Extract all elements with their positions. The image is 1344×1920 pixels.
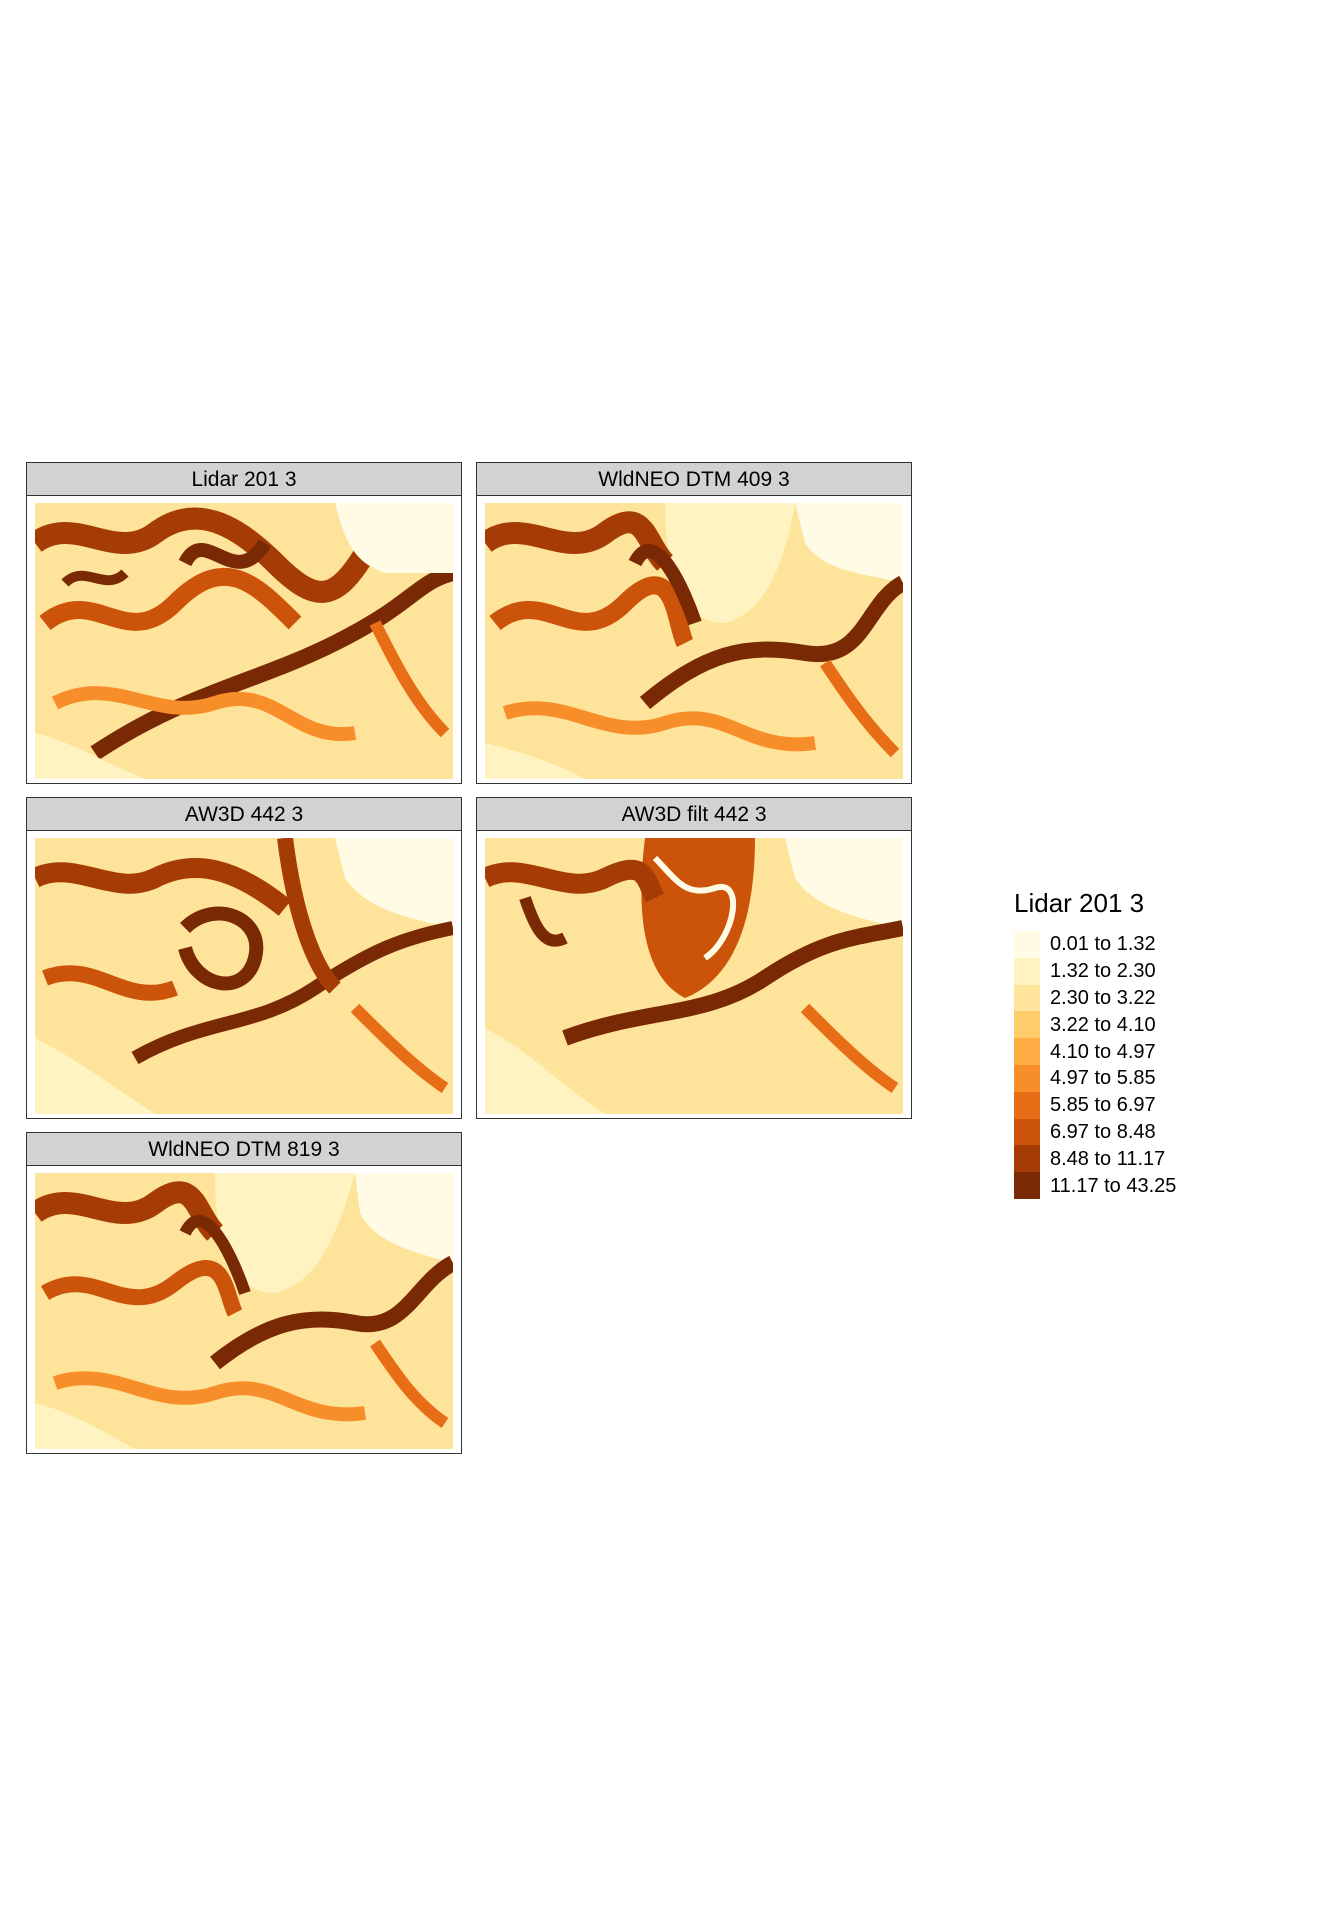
legend-swatch xyxy=(1014,1172,1040,1199)
panel-title: AW3D 442 3 xyxy=(27,798,461,831)
map-panel-lidar: Lidar 201 3 xyxy=(26,462,462,784)
legend-item: 2.30 to 3.22 xyxy=(1014,984,1234,1012)
legend-swatch xyxy=(1014,1145,1040,1173)
legend-label: 2.30 to 3.22 xyxy=(1050,986,1156,1009)
legend-label: 3.22 to 4.10 xyxy=(1050,1013,1156,1036)
raster-map xyxy=(35,1173,453,1449)
legend: Lidar 201 3 0.01 to 1.32 1.32 to 2.30 2.30… xyxy=(1014,887,1234,1199)
legend-swatch xyxy=(1014,984,1040,1012)
legend-swatch xyxy=(1014,957,1040,985)
legend-label: 8.48 to 11.17 xyxy=(1050,1147,1166,1170)
legend-item: 4.10 to 4.97 xyxy=(1014,1038,1234,1065)
legend-item: 1.32 to 2.30 xyxy=(1014,957,1234,985)
legend-item: 4.97 to 5.85 xyxy=(1014,1064,1234,1092)
map-panel-wldneo-819: WldNEO DTM 819 3 xyxy=(26,1132,462,1454)
raster-map xyxy=(35,503,453,779)
raster-map xyxy=(485,838,903,1114)
legend-swatch xyxy=(1014,1118,1040,1146)
legend-swatch xyxy=(1014,1011,1040,1039)
panel-title: Lidar 201 3 xyxy=(27,463,461,496)
map-panel-aw3d: AW3D 442 3 xyxy=(26,797,462,1119)
legend-item: 5.85 to 6.97 xyxy=(1014,1091,1234,1119)
legend-swatch xyxy=(1014,1091,1040,1119)
legend-swatch xyxy=(1014,1064,1040,1092)
legend-swatch xyxy=(1014,1038,1040,1065)
panel-title: WldNEO DTM 819 3 xyxy=(27,1133,461,1166)
legend-label: 5.85 to 6.97 xyxy=(1050,1094,1156,1117)
legend-label: 0.01 to 1.32 xyxy=(1050,933,1156,956)
raster-image xyxy=(485,503,903,779)
raster-image xyxy=(35,1173,453,1449)
legend-item: 8.48 to 11.17 xyxy=(1014,1145,1234,1173)
legend-item: 0.01 to 1.32 xyxy=(1014,931,1234,958)
legend-label: 4.10 to 4.97 xyxy=(1050,1040,1156,1063)
panel-title: WldNEO DTM 409 3 xyxy=(477,463,911,496)
raster-image xyxy=(485,838,903,1114)
raster-image xyxy=(35,503,453,779)
legend-item: 11.17 to 43.25 xyxy=(1014,1172,1234,1199)
map-panel-wldneo-409: WldNEO DTM 409 3 xyxy=(476,462,912,784)
panel-title: AW3D filt 442 3 xyxy=(477,798,911,831)
legend-label: 1.32 to 2.30 xyxy=(1050,960,1156,983)
legend-title: Lidar 201 3 xyxy=(1014,888,1145,918)
legend-label: 4.97 to 5.85 xyxy=(1050,1067,1156,1090)
raster-map xyxy=(35,838,453,1114)
legend-item: 6.97 to 8.48 xyxy=(1014,1118,1234,1146)
raster-map xyxy=(485,503,903,779)
raster-image xyxy=(35,838,453,1114)
legend-item: 3.22 to 4.10 xyxy=(1014,1011,1234,1039)
map-panel-aw3d-filt: AW3D filt 442 3 xyxy=(476,797,912,1119)
legend-label: 6.97 to 8.48 xyxy=(1050,1120,1156,1143)
legend-swatch xyxy=(1014,931,1040,958)
legend-rows: 0.01 to 1.32 1.32 to 2.30 2.30 to 3.22 3.22… xyxy=(1014,931,1234,1199)
legend-label: 11.17 to 43.25 xyxy=(1050,1174,1177,1197)
